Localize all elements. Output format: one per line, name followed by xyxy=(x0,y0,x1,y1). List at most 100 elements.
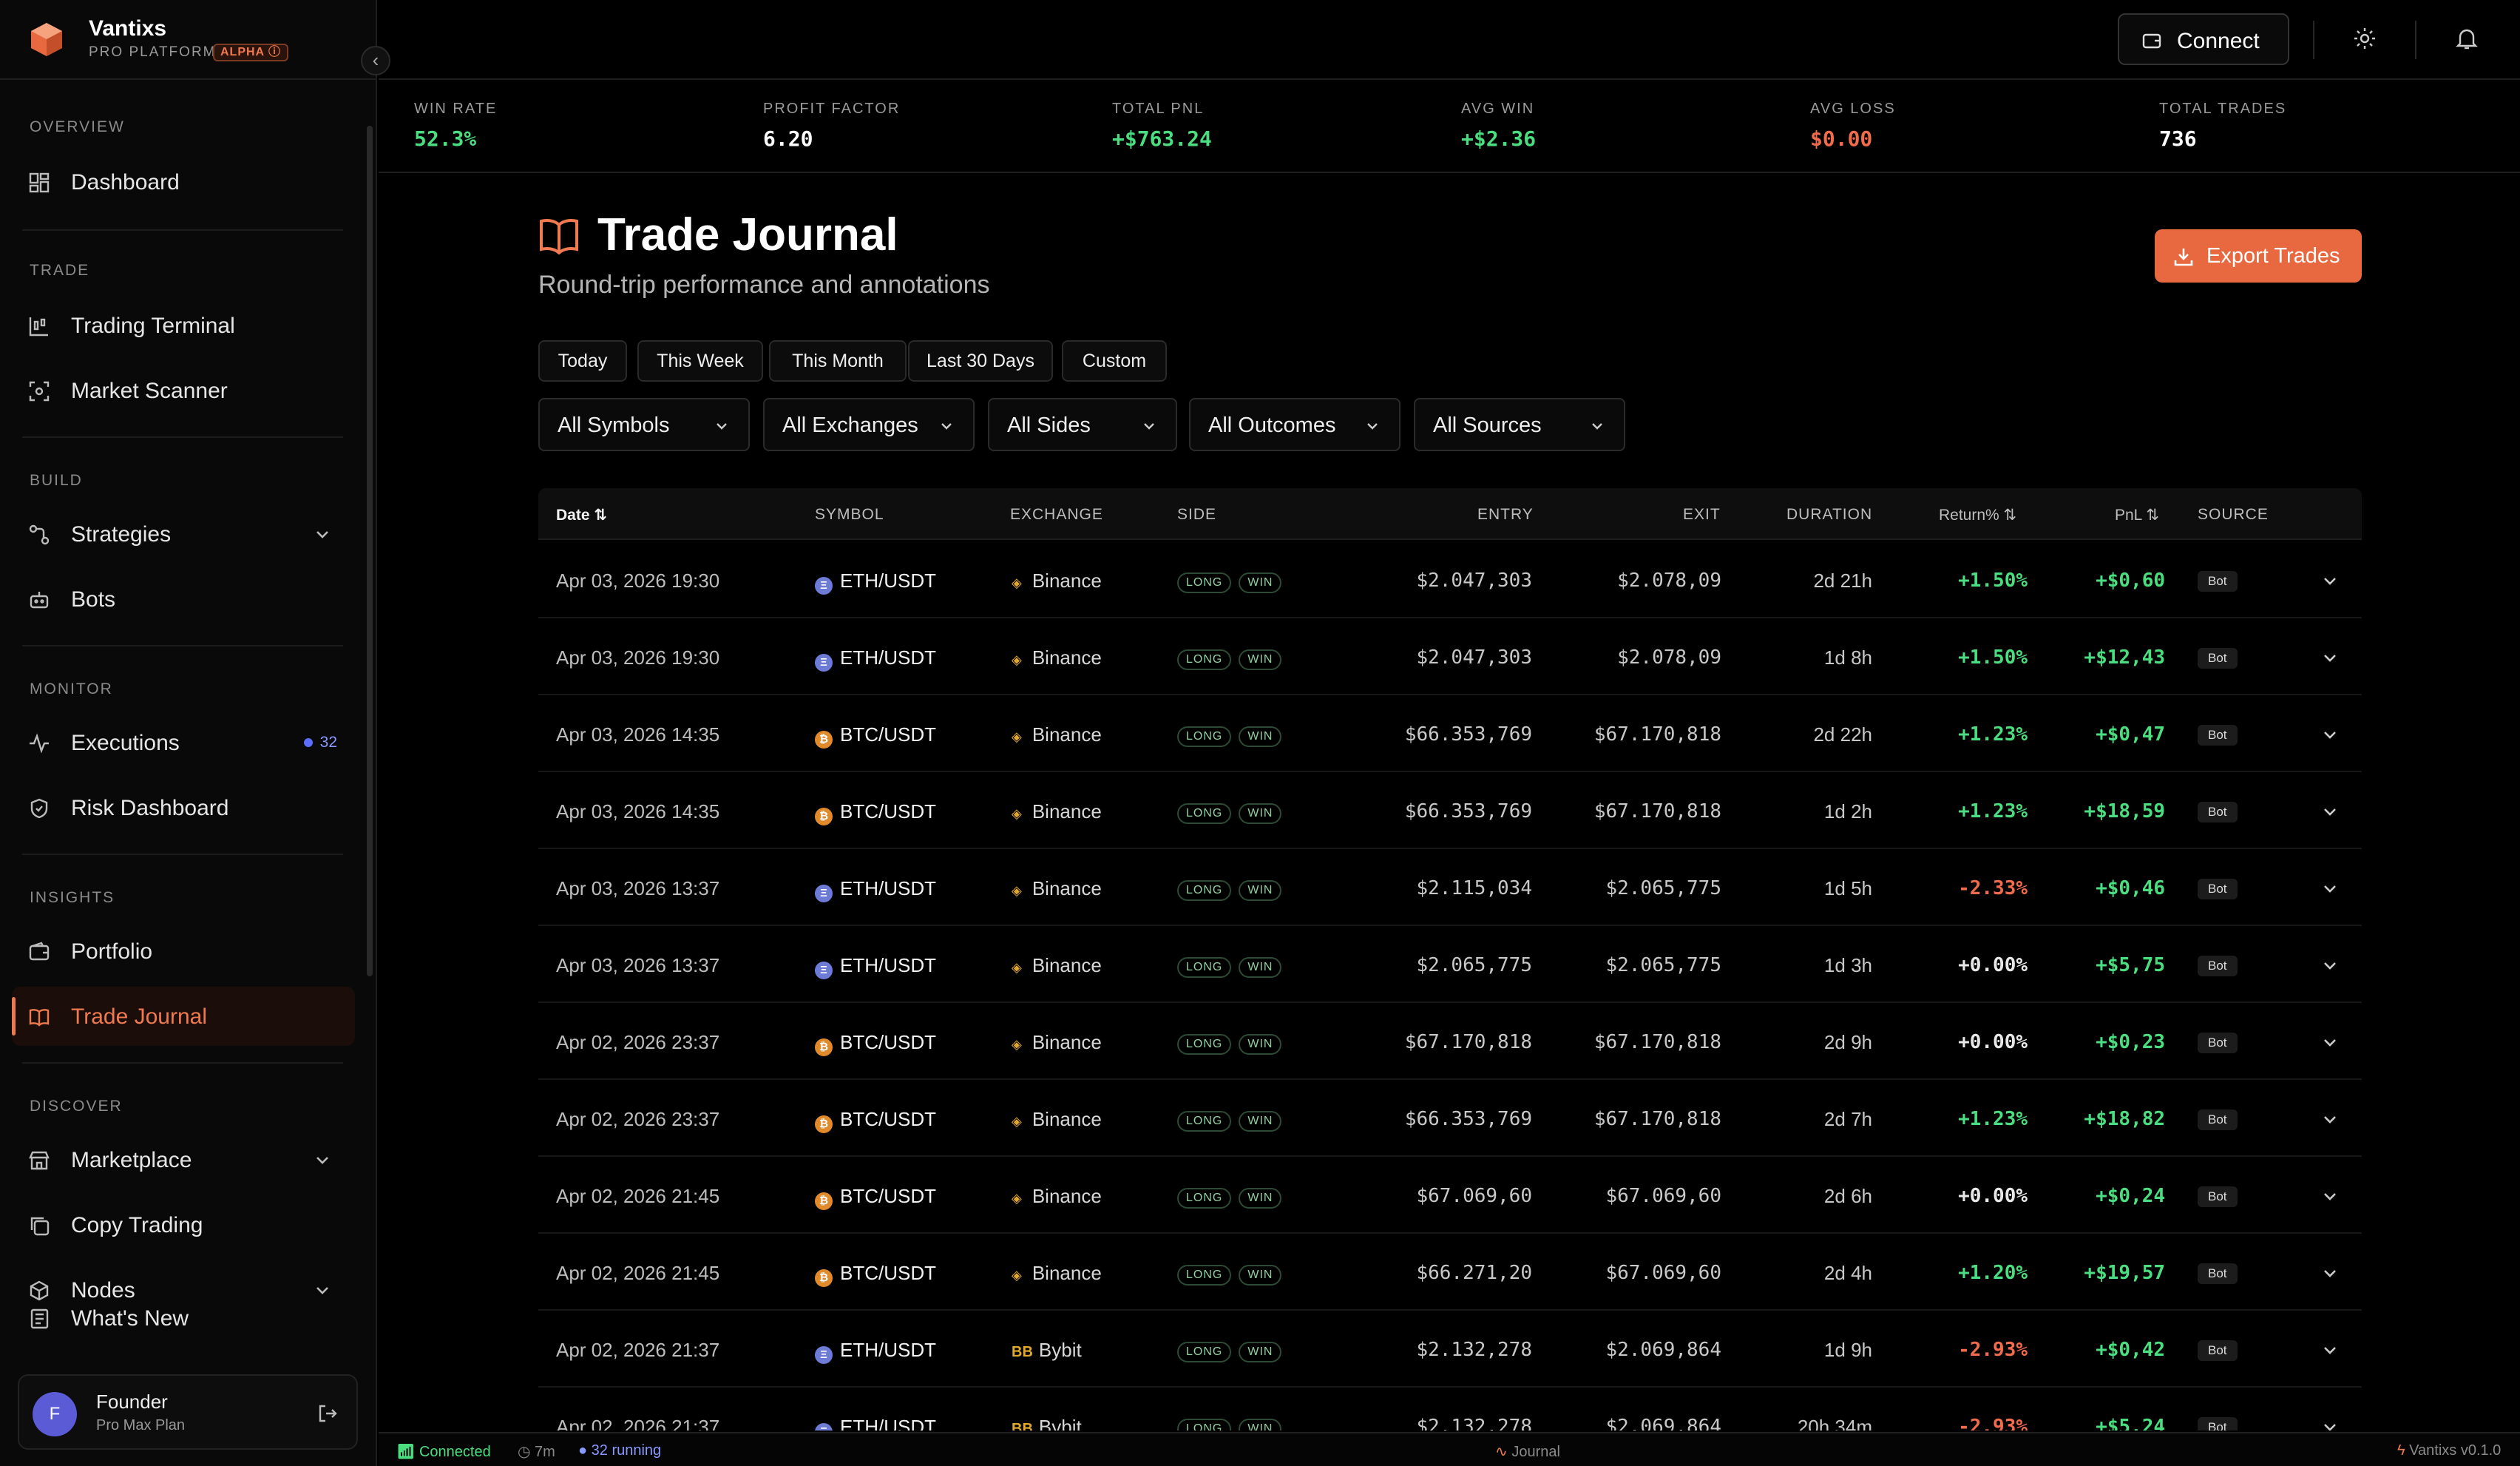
sidebar-item-market-scanner[interactable]: Market Scanner xyxy=(12,361,355,420)
column-return-sort[interactable]: Return% ⇅ xyxy=(1939,507,2017,524)
exchange-filter-select[interactable]: All Exchanges xyxy=(763,398,975,451)
stat-value: 6.20 xyxy=(763,126,813,151)
user-plan: Pro Max Plan xyxy=(96,1417,186,1433)
trade-symbol: Ξ ETH/USDT xyxy=(815,570,936,595)
logout-icon[interactable] xyxy=(316,1402,339,1425)
ethereum-coin-icon: Ξ xyxy=(815,962,833,979)
running-label: 32 running xyxy=(591,1442,662,1459)
column-symbol: SYMBOL xyxy=(815,506,884,523)
entry-price: $67.069,60 xyxy=(1416,1185,1532,1207)
table-row[interactable]: Apr 02, 2026 21:45 ₿ BTC/USDT ◈ Binance LONG W… xyxy=(538,1157,2362,1234)
sidebar-item-trading-terminal[interactable]: Trading Terminal xyxy=(12,296,355,355)
sun-theme-icon[interactable] xyxy=(2351,25,2378,52)
trade-exchange: ◈ Binance xyxy=(1012,877,1102,900)
stat-profit-factor: PROFIT FACTOR 6.20 xyxy=(763,101,900,151)
table-row[interactable]: Apr 03, 2026 19:30 Ξ ETH/USDT ◈ Binance LONG W… xyxy=(538,618,2362,695)
download-icon xyxy=(2174,249,2193,266)
table-row[interactable]: Apr 02, 2026 21:45 ₿ BTC/USDT ◈ Binance LONG W… xyxy=(538,1234,2362,1311)
sidebar-item-nodes[interactable]: Nodes xyxy=(12,1260,355,1320)
exchange-label: Binance xyxy=(1032,877,1102,899)
table-row[interactable]: Apr 03, 2026 13:37 Ξ ETH/USDT ◈ Binance LONG W… xyxy=(538,849,2362,926)
running-bots-status[interactable]: ● 32 running xyxy=(578,1442,662,1459)
sidebar-item-dashboard[interactable]: Dashboard xyxy=(12,152,355,212)
select-value: All Sides xyxy=(1007,413,1091,437)
exit-price: $67.069,60 xyxy=(1605,1185,1721,1207)
sidebar-item-whats-new[interactable]: What's New xyxy=(12,1296,355,1340)
binance-exchange-icon: ◈ xyxy=(1012,883,1022,898)
table-row[interactable]: Apr 03, 2026 19:30 Ξ ETH/USDT ◈ Binance LONG W… xyxy=(538,541,2362,618)
table-row[interactable]: Apr 03, 2026 14:35 ₿ BTC/USDT ◈ Binance LONG W… xyxy=(538,695,2362,772)
sidebar-item-marketplace[interactable]: Marketplace xyxy=(12,1130,355,1189)
table-row[interactable]: Apr 03, 2026 14:35 ₿ BTC/USDT ◈ Binance LONG W… xyxy=(538,772,2362,849)
user-card[interactable]: F Founder Pro Max Plan xyxy=(18,1374,358,1450)
expand-row-chevron-icon[interactable] xyxy=(2320,648,2340,667)
exchange-label: Binance xyxy=(1032,723,1102,746)
column-date-sort[interactable]: Date ⇅ xyxy=(556,507,607,524)
expand-row-chevron-icon[interactable] xyxy=(2320,956,2340,975)
range-last-30-days-button[interactable]: Last 30 Days xyxy=(908,340,1053,382)
strategy-nodes-icon xyxy=(29,524,50,545)
range-today-button[interactable]: Today xyxy=(538,340,627,382)
trade-pnl: +$0,47 xyxy=(2096,723,2165,746)
expand-row-chevron-icon[interactable] xyxy=(2320,1417,2340,1430)
expand-row-chevron-icon[interactable] xyxy=(2320,1109,2340,1129)
expand-row-chevron-icon[interactable] xyxy=(2320,1186,2340,1206)
stat-total-pnl: TOTAL PNL +$763.24 xyxy=(1112,101,1212,151)
expand-row-chevron-icon[interactable] xyxy=(2320,1263,2340,1283)
expand-row-chevron-icon[interactable] xyxy=(2320,879,2340,898)
table-row[interactable]: Apr 02, 2026 21:37 Ξ ETH/USDT BB Bybit LONG WI… xyxy=(538,1388,2362,1430)
connect-wallet-button[interactable]: Connect xyxy=(2118,13,2289,65)
copy-icon xyxy=(30,1217,50,1236)
outcome-filter-select[interactable]: All Outcomes xyxy=(1189,398,1400,451)
entry-price: $2.065,775 xyxy=(1416,954,1532,976)
binance-exchange-icon: ◈ xyxy=(1012,575,1022,590)
collapse-sidebar-button[interactable]: ‹ xyxy=(361,46,390,75)
source-badge: Bot xyxy=(2198,956,2238,976)
sidebar-scrollbar[interactable] xyxy=(367,126,373,976)
table-row[interactable]: Apr 02, 2026 23:37 ₿ BTC/USDT ◈ Binance LONG W… xyxy=(538,1003,2362,1080)
sidebar-item-strategies[interactable]: Strategies xyxy=(12,504,355,564)
trade-date: Apr 02, 2026 23:37 xyxy=(556,1108,720,1130)
sidebar-item-trade-journal[interactable]: Trade Journal xyxy=(12,987,355,1046)
symbol-filter-select[interactable]: All Symbols xyxy=(538,398,750,451)
divider xyxy=(22,854,343,855)
stat-value: +$2.36 xyxy=(1461,126,1537,151)
column-pnl-sort[interactable]: PnL ⇅ xyxy=(2115,507,2160,524)
trade-duration: 2d 4h xyxy=(1823,1262,1872,1284)
table-row[interactable]: Apr 02, 2026 21:37 Ξ ETH/USDT BB Bybit LONG WI… xyxy=(538,1311,2362,1388)
sidebar-item-copy-trading[interactable]: Copy Trading xyxy=(12,1195,355,1254)
range-custom-button[interactable]: Custom xyxy=(1062,340,1167,382)
trade-symbol: ₿ BTC/USDT xyxy=(815,1031,936,1056)
app-version: ϟ Vantixs v0.1.0 xyxy=(2397,1442,2502,1459)
source-filter-select[interactable]: All Sources xyxy=(1414,398,1625,451)
trade-date: Apr 03, 2026 13:37 xyxy=(556,877,720,899)
binance-exchange-icon: ◈ xyxy=(1012,729,1022,744)
expand-row-chevron-icon[interactable] xyxy=(2320,571,2340,590)
candlestick-chart-icon xyxy=(29,317,48,337)
expand-row-chevron-icon[interactable] xyxy=(2320,1033,2340,1052)
side-filter-select[interactable]: All Sides xyxy=(988,398,1177,451)
stat-avg-win: AVG WIN +$2.36 xyxy=(1461,101,1536,151)
table-row[interactable]: Apr 03, 2026 13:37 Ξ ETH/USDT ◈ Binance LONG W… xyxy=(538,926,2362,1003)
bell-notification-icon[interactable] xyxy=(2453,25,2480,52)
column-side: SIDE xyxy=(1177,506,1217,523)
sidebar-item-portfolio[interactable]: Portfolio xyxy=(12,922,355,981)
range-this-month-button[interactable]: This Month xyxy=(769,340,907,382)
export-trades-button[interactable]: Export Trades xyxy=(2155,229,2362,283)
table-row[interactable]: Apr 02, 2026 23:37 ₿ BTC/USDT ◈ Binance LONG W… xyxy=(538,1080,2362,1157)
sidebar-item-label: Bots xyxy=(71,587,116,612)
outcome-badge: WIN xyxy=(1239,1265,1282,1286)
sidebar-item-label: Trade Journal xyxy=(71,1004,207,1029)
stats-bar: WIN RATE 52.3% PROFIT FACTOR 6.20 TOTAL PN… xyxy=(379,81,2520,173)
expand-row-chevron-icon[interactable] xyxy=(2320,1340,2340,1359)
sidebar-item-bots[interactable]: Bots xyxy=(12,570,355,629)
sidebar-item-executions[interactable]: Executions 32 xyxy=(12,713,355,772)
range-this-week-button[interactable]: This Week xyxy=(637,340,763,382)
expand-row-chevron-icon[interactable] xyxy=(2320,802,2340,821)
trade-side: LONG WIN xyxy=(1177,799,1289,824)
symbol-label: BTC/USDT xyxy=(840,1262,936,1284)
sidebar-item-risk-dashboard[interactable]: Risk Dashboard xyxy=(12,778,355,837)
source-badge: Bot xyxy=(2198,879,2238,899)
connect-label: Connect xyxy=(2177,29,2260,53)
expand-row-chevron-icon[interactable] xyxy=(2320,725,2340,744)
